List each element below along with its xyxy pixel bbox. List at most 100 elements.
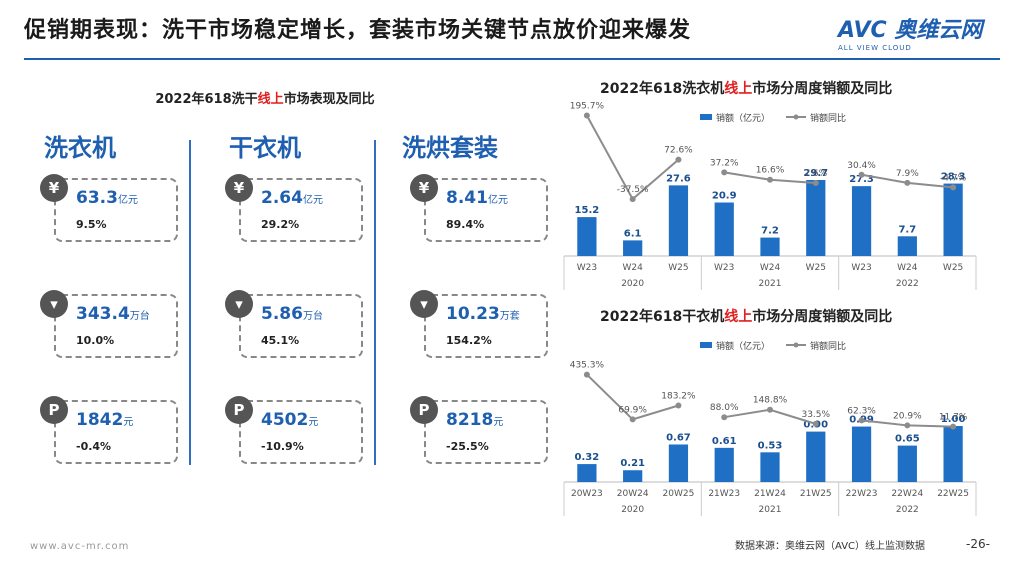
- yoy-point: [904, 179, 911, 186]
- yoy-value-label: 183.2%: [661, 392, 696, 402]
- yoy-value-label: 69.9%: [618, 405, 647, 415]
- bar-value-label: 27.6: [666, 173, 691, 184]
- yoy-point: [629, 196, 636, 203]
- group-label: 2020: [621, 279, 644, 289]
- metric-yoy: -25.5%: [446, 440, 489, 453]
- x-tick-label: W25: [943, 263, 963, 273]
- yoy-point: [583, 371, 590, 378]
- chart1-title: 2022年618洗衣机线上市场分周度销额及同比: [600, 78, 892, 98]
- group-label: 2021: [759, 279, 782, 289]
- website-url: www.avc-mr.com: [30, 541, 130, 552]
- metric-card-price: 8218元 -25.5%: [424, 400, 548, 464]
- x-tick-label: 22W24: [891, 489, 923, 499]
- metric-yoy: 29.2%: [261, 218, 300, 231]
- yoy-value-label: 435.3%: [570, 361, 605, 371]
- left-title-post: 市场表现及同比: [283, 92, 375, 107]
- metric-card-price: 4502元 -10.9%: [239, 400, 363, 464]
- yoy-point: [721, 169, 728, 176]
- metric-card-sales: 8.41亿元 89.4%: [424, 178, 548, 242]
- x-tick-label: 22W25: [937, 489, 969, 499]
- category-title: 干衣机: [229, 134, 301, 162]
- yoy-value-label: -4.7%: [940, 173, 967, 183]
- x-tick-label: W23: [851, 263, 871, 273]
- metric-value: 4502: [261, 410, 309, 430]
- yoy-value-label: 72.6%: [664, 146, 693, 156]
- price-tag-icon: P: [40, 396, 68, 424]
- group-label: 2021: [759, 505, 782, 515]
- metric-unit: 亿元: [302, 195, 323, 206]
- yoy-value-label: 30.4%: [847, 161, 876, 171]
- bar-value-label: 27.3: [849, 174, 874, 185]
- legend-bar-swatch: [700, 114, 712, 120]
- yen-icon: ¥: [410, 174, 438, 202]
- page-title: 促销期表现：洗干市场稳定增长，套装市场关键节点放价迎来爆发: [24, 18, 692, 43]
- bar-value-label: 15.2: [575, 205, 600, 216]
- category-title: 洗烘套装: [402, 134, 498, 162]
- metric-value: 8218: [446, 410, 494, 430]
- chart2-title-post: 市场分周度销额及同比: [752, 309, 893, 325]
- yoy-value-label: 148.8%: [753, 396, 788, 406]
- metric-value: 2.64: [261, 188, 303, 208]
- metric-value: 1842: [76, 410, 124, 430]
- metric-unit: 万套: [499, 311, 520, 322]
- metric-unit: 元: [493, 417, 504, 428]
- yoy-value-label: -37.5%: [617, 185, 649, 195]
- bar-value-label: 6.1: [624, 228, 642, 239]
- x-tick-label: 21W24: [754, 489, 786, 499]
- bar: [851, 186, 872, 256]
- column-divider-2: [374, 140, 376, 465]
- yoy-point: [904, 422, 911, 429]
- column-divider-1: [189, 140, 191, 465]
- yoy-value-label: 88.0%: [710, 403, 739, 413]
- chart2-title-pre: 2022年618干衣机: [600, 309, 725, 325]
- metric-yoy: 154.2%: [446, 334, 492, 347]
- metric-unit: 元: [123, 417, 134, 428]
- yen-icon: ¥: [225, 174, 253, 202]
- avc-logo: AVC 奥维云网 ALL VIEW CLOUD: [838, 12, 998, 52]
- bar: [943, 183, 963, 256]
- metric-value-row: 1842元: [76, 410, 133, 430]
- bar: [851, 426, 872, 482]
- metric-value: 343.4: [76, 304, 130, 324]
- yoy-point: [675, 402, 682, 409]
- metric-yoy: -10.9%: [261, 440, 304, 453]
- bar: [943, 426, 963, 482]
- bar-value-label: 7.7: [898, 224, 916, 235]
- yoy-point: [858, 417, 865, 424]
- price-tag-icon: P: [410, 396, 438, 424]
- metric-value-row: 63.3亿元: [76, 188, 138, 208]
- x-tick-label: W23: [714, 263, 734, 273]
- metric-value: 63.3: [76, 188, 118, 208]
- yoy-value-label: 7.9%: [896, 169, 919, 179]
- x-tick-label: W24: [760, 263, 781, 273]
- yoy-point: [583, 112, 590, 119]
- yoy-point: [950, 423, 957, 430]
- x-tick-label: 22W23: [846, 489, 878, 499]
- legend-bar-label: 销额（亿元）: [716, 340, 770, 352]
- bar-value-label: 29.7: [803, 168, 828, 179]
- legend-line-marker: [793, 114, 799, 120]
- legend-line-label: 销额同比: [810, 112, 846, 124]
- yoy-point: [858, 171, 865, 178]
- metric-unit: 万台: [129, 311, 150, 322]
- bag-icon: ▾: [40, 290, 68, 318]
- chart1-title-red: 线上: [724, 81, 753, 97]
- yoy-point: [950, 184, 957, 191]
- metric-value-row: 10.23万套: [446, 304, 520, 324]
- bar-value-label: 1.00: [941, 414, 966, 425]
- metric-yoy: 45.1%: [261, 334, 300, 347]
- yoy-value-label: 11.7%: [939, 413, 968, 423]
- yoy-point: [721, 414, 728, 421]
- bar: [577, 464, 597, 482]
- bar-value-label: 0.21: [620, 458, 645, 469]
- category-title: 洗衣机: [44, 134, 116, 162]
- price-tag-icon: P: [225, 396, 253, 424]
- bar: [760, 237, 780, 256]
- chart2-title: 2022年618干衣机线上市场分周度销额及同比: [600, 306, 892, 326]
- bar: [760, 452, 780, 482]
- logo-subtext: ALL VIEW CLOUD: [838, 44, 912, 52]
- chart2-title-red: 线上: [724, 309, 753, 325]
- metric-value-row: 8218元: [446, 410, 503, 430]
- bar-value-label: 7.2: [761, 226, 779, 237]
- metric-value-row: 2.64亿元: [261, 188, 323, 208]
